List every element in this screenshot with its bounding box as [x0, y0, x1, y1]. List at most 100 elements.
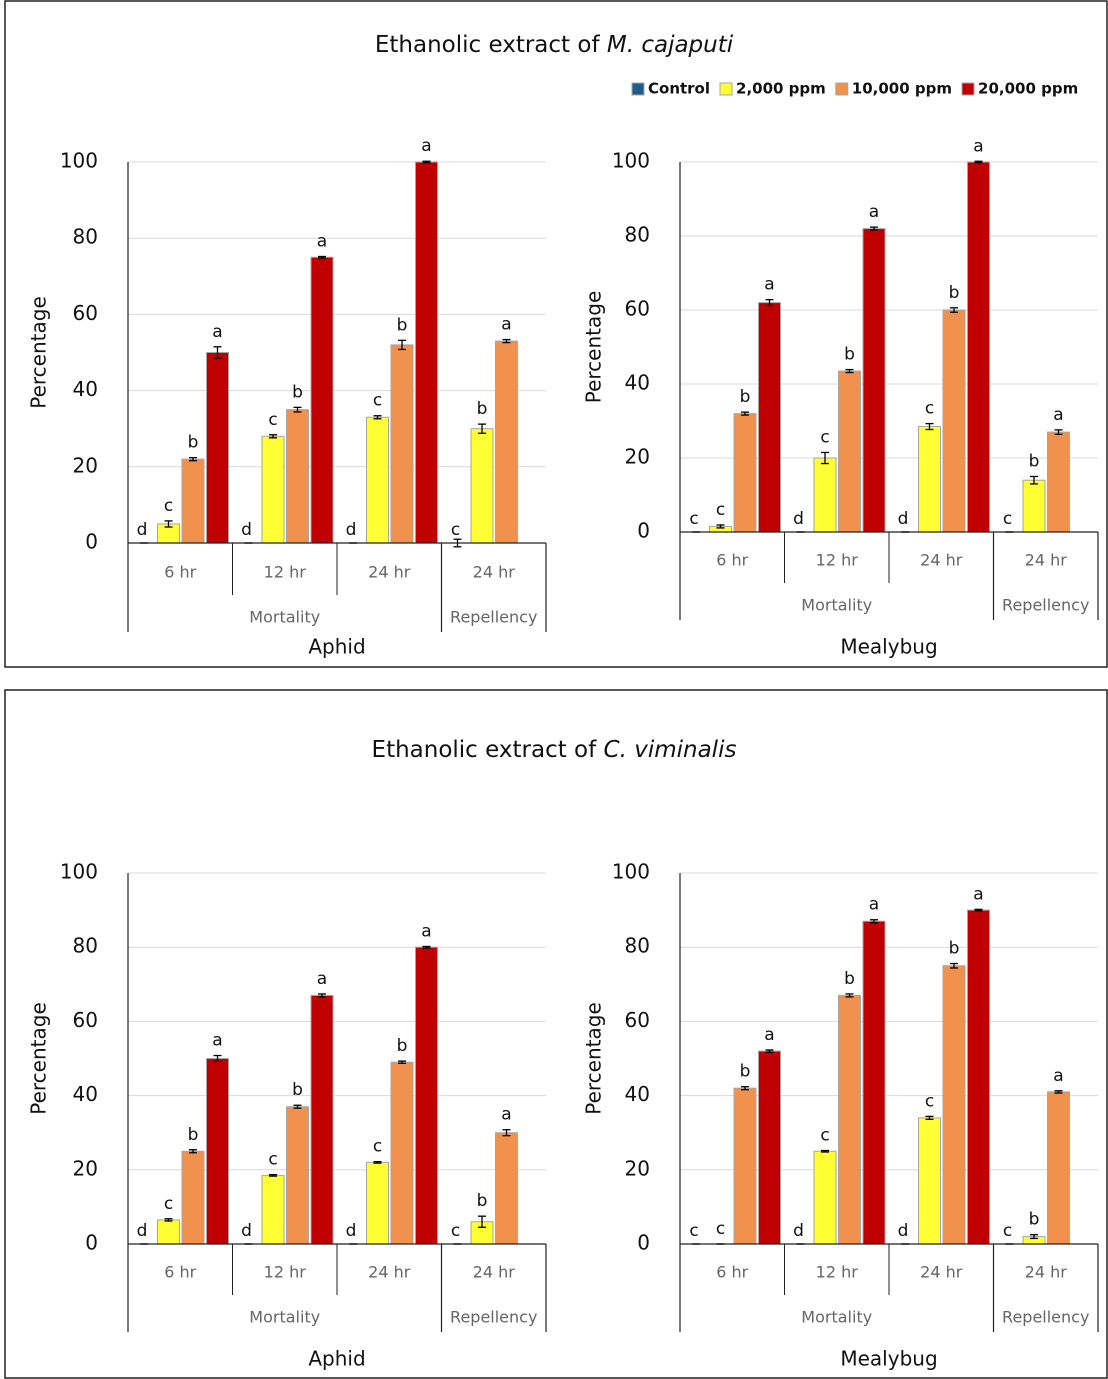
error-bar: [870, 919, 878, 924]
panel-frame: [4, 689, 1108, 1379]
error-bar: [422, 945, 431, 949]
significance-letter: c: [268, 410, 277, 430]
bar: [942, 309, 966, 533]
bar: [366, 1161, 389, 1245]
significance-letter: a: [317, 231, 327, 251]
bar: [967, 161, 990, 533]
y-tick-label: 80: [73, 225, 98, 249]
x-axis-title: Aphid: [308, 635, 365, 659]
significance-letter: b: [1029, 1210, 1040, 1230]
x-tick-label: 24 hr: [473, 1263, 516, 1282]
significance-letter: c: [820, 427, 829, 447]
significance-letter: d: [137, 520, 148, 540]
significance-letter: c: [373, 391, 382, 411]
significance-letter: b: [397, 315, 408, 335]
significance-letter: c: [1003, 509, 1012, 529]
bar: [1047, 431, 1070, 533]
significance-letter: b: [740, 387, 751, 407]
bar: [813, 457, 837, 533]
significance-letter: b: [1029, 452, 1040, 472]
significance-letter: a: [501, 1105, 511, 1125]
significance-letter: a: [869, 895, 879, 915]
error-bar: [741, 1086, 749, 1091]
y-tick-label: 20: [625, 1156, 650, 1180]
bar: [415, 161, 438, 544]
significance-letter: a: [1053, 405, 1063, 425]
significance-letter: b: [844, 969, 855, 989]
y-tick-label: 100: [612, 149, 650, 173]
bar: [261, 435, 285, 544]
y-tick-label: 40: [73, 377, 98, 401]
y-tick-label: 20: [73, 453, 98, 477]
significance-letter: a: [764, 275, 774, 295]
x-tick-label: 6 hr: [716, 1263, 748, 1282]
significance-letter: a: [764, 1025, 774, 1045]
significance-letter: c: [689, 1221, 698, 1241]
significance-letter: c: [716, 500, 725, 520]
error-bar: [765, 298, 774, 307]
significance-letter: b: [844, 345, 855, 365]
error-bar: [845, 993, 854, 998]
significance-letter: a: [421, 136, 431, 156]
error-bar: [398, 1060, 406, 1064]
significance-letter: b: [397, 1036, 408, 1056]
significance-letter: d: [137, 1221, 148, 1241]
x-tick-label: 24 hr: [368, 1263, 411, 1282]
significance-letter: a: [421, 921, 431, 941]
error-bar: [422, 160, 431, 164]
title-text: Ethanolic extract of: [372, 737, 598, 763]
error-bar: [293, 1104, 302, 1109]
error-bar: [293, 406, 302, 413]
bar: [181, 1150, 205, 1245]
bar: [286, 409, 309, 544]
x-tick-label: 12 hr: [264, 563, 307, 582]
error-bar: [213, 1054, 222, 1063]
y-tick-label: 80: [625, 223, 650, 247]
significance-letter: a: [973, 884, 983, 904]
bar: [286, 1106, 309, 1245]
group-label: Mortality: [249, 1308, 320, 1327]
error-bar: [318, 993, 326, 998]
legend-label: 2,000 ppm: [736, 80, 826, 98]
title-species: M. cajaputi: [607, 32, 734, 58]
y-tick-label: 40: [625, 371, 650, 395]
chart-title: Ethanolic extract of M. cajaputi: [375, 32, 734, 58]
x-tick-label: 24 hr: [920, 551, 963, 570]
x-tick-label: 12 hr: [264, 1263, 307, 1282]
significance-letter: b: [949, 939, 960, 959]
error-bar: [821, 451, 829, 465]
legend-swatch: [835, 82, 849, 96]
y-tick-label: 100: [60, 149, 98, 173]
significance-letter: c: [268, 1150, 277, 1170]
error-bar: [765, 1049, 774, 1053]
significance-letter: a: [869, 202, 879, 222]
y-tick-label: 0: [637, 519, 650, 543]
y-tick-label: 60: [625, 297, 650, 321]
legend-swatch: [961, 82, 975, 96]
significance-letter: b: [188, 1125, 199, 1145]
significance-letter: c: [164, 496, 173, 516]
error-bar: [925, 1115, 934, 1120]
bar: [390, 1061, 414, 1245]
bar: [415, 946, 438, 1245]
error-bar: [478, 423, 486, 434]
error-bar: [716, 524, 725, 529]
error-bar: [1030, 1234, 1038, 1240]
error-bar: [269, 434, 277, 439]
group-label: Repellency: [450, 608, 537, 627]
error-bar: [870, 226, 878, 231]
bar: [1047, 1091, 1070, 1245]
error-bar: [925, 422, 934, 431]
group-label: Repellency: [1002, 596, 1089, 615]
bar: [390, 344, 414, 544]
y-axis-title: Percentage: [582, 1002, 606, 1115]
y-tick-label: 0: [85, 1231, 98, 1255]
group-label: Repellency: [450, 1308, 537, 1327]
error-bar: [398, 339, 406, 351]
x-tick-label: 12 hr: [816, 1263, 859, 1282]
legend-label: Control: [648, 80, 710, 98]
error-bar: [318, 255, 326, 259]
bar: [495, 1132, 518, 1245]
error-bar: [1054, 1090, 1063, 1094]
